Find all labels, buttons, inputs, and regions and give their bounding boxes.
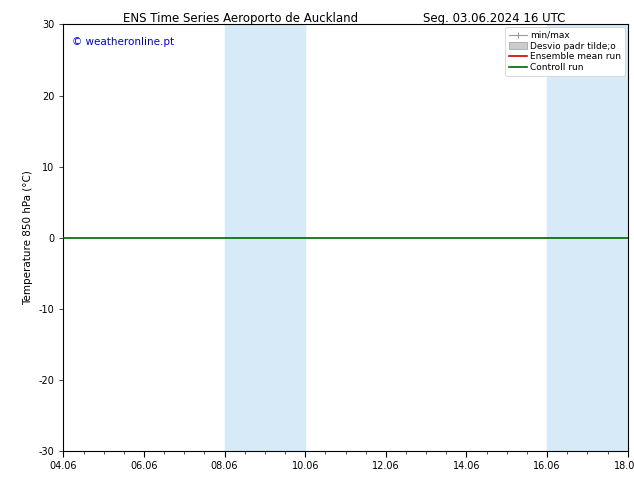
Text: © weatheronline.pt: © weatheronline.pt	[72, 37, 174, 48]
Text: Seg. 03.06.2024 16 UTC: Seg. 03.06.2024 16 UTC	[424, 12, 566, 25]
Text: ENS Time Series Aeroporto de Auckland: ENS Time Series Aeroporto de Auckland	[124, 12, 358, 25]
Bar	[547, 24, 628, 451]
Legend: min/max, Desvio padr tilde;o, Ensemble mean run, Controll run: min/max, Desvio padr tilde;o, Ensemble m…	[505, 27, 625, 76]
Y-axis label: Temperature 850 hPa (°C): Temperature 850 hPa (°C)	[23, 170, 33, 305]
Bar	[224, 24, 305, 451]
